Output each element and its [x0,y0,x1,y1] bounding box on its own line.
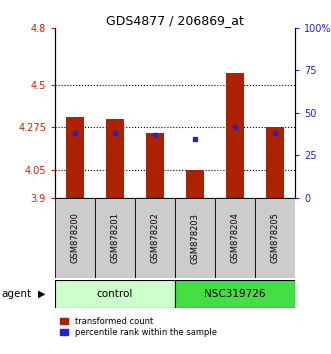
Bar [175,198,215,278]
Bar [146,133,164,198]
Text: ▶: ▶ [38,289,45,299]
Bar [66,117,84,198]
Bar [106,119,124,198]
Bar [95,198,135,278]
Text: control: control [97,289,133,299]
Bar [226,73,244,198]
Bar [175,280,295,308]
Text: GSM878204: GSM878204 [230,212,240,263]
Text: GSM878201: GSM878201 [111,212,119,263]
Text: GSM878205: GSM878205 [270,212,279,263]
Text: agent: agent [2,289,32,299]
Text: NSC319726: NSC319726 [204,289,266,299]
Legend: transformed count, percentile rank within the sample: transformed count, percentile rank withi… [59,316,218,338]
Bar [215,198,255,278]
Title: GDS4877 / 206869_at: GDS4877 / 206869_at [106,14,244,27]
Text: GSM878200: GSM878200 [71,212,79,263]
Bar [255,198,295,278]
Bar [266,127,284,198]
Text: GSM878203: GSM878203 [191,212,200,263]
Bar [55,280,175,308]
Bar [186,170,204,198]
Bar [135,198,175,278]
Bar [55,198,95,278]
Text: GSM878202: GSM878202 [151,212,160,263]
